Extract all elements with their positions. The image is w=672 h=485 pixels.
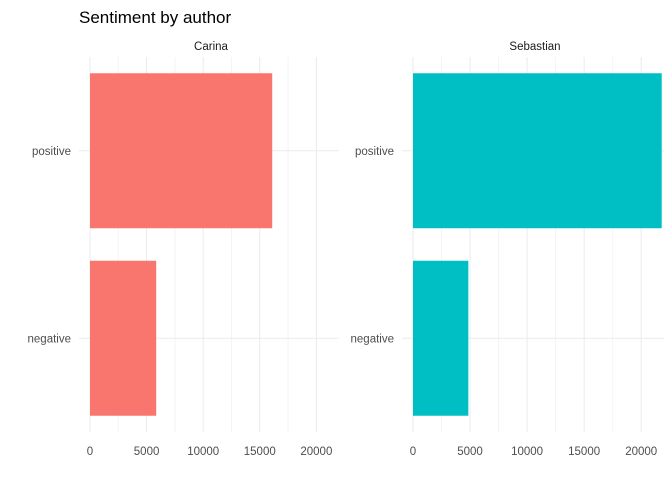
bar-positive-carina — [90, 73, 273, 229]
x-tick-label: 0 — [87, 446, 93, 458]
y-tick-label: positive — [32, 146, 71, 158]
facet-strip-label: Sebastian — [509, 41, 560, 53]
x-tick-label: 5000 — [457, 446, 483, 458]
bar-negative-sebastian — [413, 260, 469, 416]
chart-title: Sentiment by author — [79, 8, 231, 27]
x-tick-label: 15000 — [244, 446, 276, 458]
bar-positive-sebastian — [413, 73, 662, 229]
x-tick-label: 0 — [410, 446, 416, 458]
facet-strip-label: Carina — [194, 41, 228, 53]
x-tick-label: 20000 — [625, 446, 657, 458]
y-tick-label: negative — [351, 333, 394, 345]
x-tick-label: 5000 — [134, 446, 160, 458]
y-tick-label: negative — [28, 333, 71, 345]
bar-negative-carina — [90, 260, 157, 416]
y-tick-label: positive — [355, 146, 394, 158]
x-tick-label: 10000 — [511, 446, 543, 458]
x-tick-label: 20000 — [300, 446, 332, 458]
x-tick-label: 10000 — [187, 446, 219, 458]
x-tick-label: 15000 — [568, 446, 600, 458]
